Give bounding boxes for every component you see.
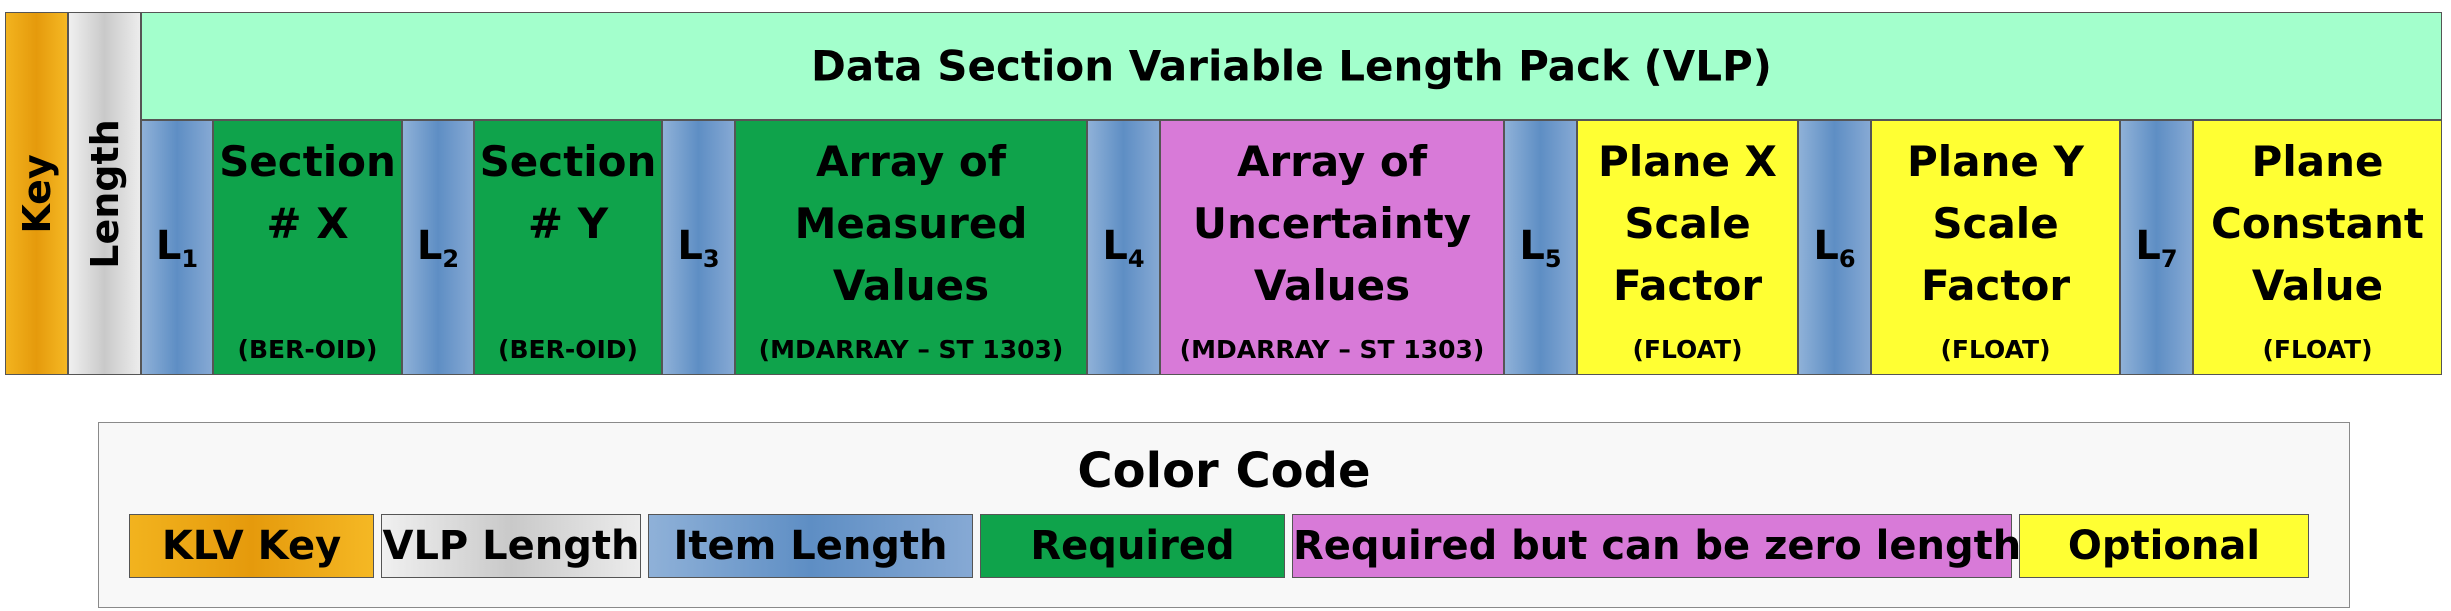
item-length-l3: L3 [662, 120, 735, 375]
item-type: (FLOAT) [1632, 335, 1743, 364]
legend-required: Required [980, 514, 1285, 578]
item-length-l5: L5 [1504, 120, 1577, 375]
item-title: Plane X Scale Factor [1598, 137, 1777, 310]
item-title: Plane Constant Value [2211, 137, 2424, 310]
item-length-label: L2 [416, 222, 460, 273]
legend-item-length: Item Length [648, 514, 973, 578]
item-plane-constant: Plane Constant Value (FLOAT) [2193, 120, 2442, 375]
item-type: (BER-OID) [237, 335, 378, 364]
item-length-label: L1 [155, 222, 199, 273]
legend-vlp-length: VLP Length [381, 514, 641, 578]
item-type: (MDARRAY – ST 1303) [758, 335, 1064, 364]
legend-zero-length: Required but can be zero length [1292, 514, 2021, 578]
item-length-label: L6 [1813, 222, 1856, 273]
key-label: Key [14, 153, 59, 234]
item-length-label: L7 [2135, 222, 2178, 273]
item-type: (MDARRAY – ST 1303) [1179, 335, 1485, 364]
item-type: (FLOAT) [1940, 335, 2051, 364]
item-length-l1: L1 [141, 120, 213, 375]
length-block: Length [68, 12, 141, 375]
item-length-l7: L7 [2120, 120, 2193, 375]
item-type: (BER-OID) [498, 335, 638, 364]
item-section-x: Section # X (BER-OID) [213, 120, 402, 375]
item-title: Array of Uncertainty Values [1192, 137, 1472, 310]
item-section-y: Section # Y (BER-OID) [474, 120, 662, 375]
item-title: Section # X [219, 137, 396, 248]
item-title: Section # Y [479, 137, 657, 248]
item-length-l4: L4 [1087, 120, 1160, 375]
item-plane-y-scale: Plane Y Scale Factor (FLOAT) [1871, 120, 2120, 375]
vlp-title: Data Section Variable Length Pack (VLP) [811, 41, 1772, 91]
item-measured-values: Array of Measured Values (MDARRAY – ST 130… [735, 120, 1087, 375]
legend-optional: Optional [2019, 514, 2309, 578]
item-type: (FLOAT) [2262, 335, 2373, 364]
length-label: Length [82, 118, 127, 269]
color-code-legend: Color Code KLV Key VLP Length Item Lengt… [98, 422, 2350, 608]
legend-klv-key: KLV Key [129, 514, 374, 578]
item-length-l6: L6 [1798, 120, 1871, 375]
item-title: Array of Measured Values [794, 137, 1028, 310]
legend-title: Color Code [1077, 443, 1371, 499]
key-block: Key [5, 12, 68, 375]
item-uncertainty-values: Array of Uncertainty Values (MDARRAY – ST … [1160, 120, 1504, 375]
item-length-label: L3 [677, 222, 720, 273]
item-length-label: L5 [1519, 222, 1562, 273]
item-plane-x-scale: Plane X Scale Factor (FLOAT) [1577, 120, 1798, 375]
item-length-label: L4 [1102, 222, 1145, 273]
item-title: Plane Y Scale Factor [1907, 137, 2084, 310]
item-length-l2: L2 [402, 120, 474, 375]
vlp-header: Data Section Variable Length Pack (VLP) [141, 12, 2442, 120]
